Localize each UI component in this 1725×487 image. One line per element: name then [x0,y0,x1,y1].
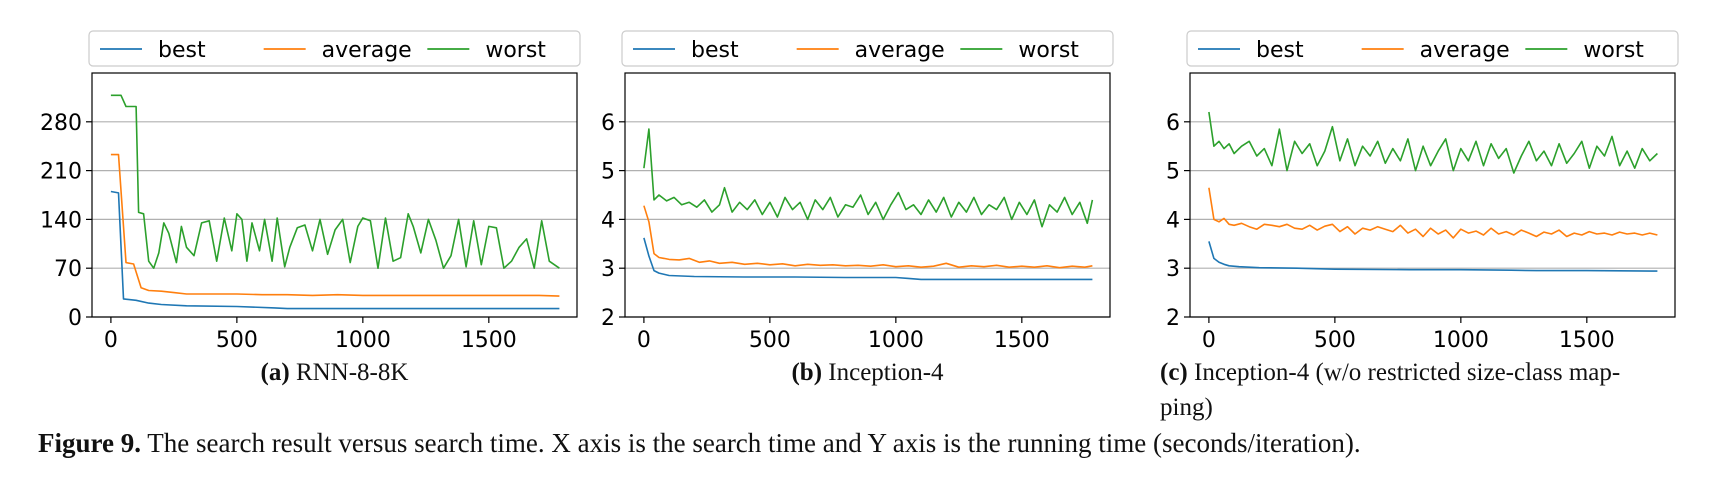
subfigure-label: (c) [1160,359,1194,386]
plot-frame [91,72,578,318]
x-tick-label: 1500 [461,328,517,353]
y-tick-label: 4 [1166,208,1180,233]
series-line-best [1208,241,1658,272]
x-tick-label: 1500 [994,328,1050,353]
y-tick-label: 140 [40,208,82,233]
subfigure-caption-text: ping) [1160,394,1213,421]
subfigure-label: (a) [261,359,296,386]
legend-label-average: average [322,38,412,63]
y-tick-label: 6 [601,111,615,136]
y-tick-label: 2 [601,306,615,331]
legend-box [621,30,1114,67]
x-tick-label: 1000 [1433,328,1489,353]
subfigure-label: (b) [791,359,828,386]
legend-label-average: average [855,38,945,63]
subfigure-caption-text: Inception-4 (w/o restricted size-class m… [1194,359,1620,386]
series-line-best [643,237,1093,281]
x-tick-label: 0 [1202,328,1216,353]
y-tick-label: 6 [1166,111,1180,136]
subfigure-caption-text: RNN-8-8K [296,359,409,386]
figure-label: Figure 9. [38,428,141,458]
legend-label-worst: worst [1583,38,1644,63]
legend: best average worst [621,30,1114,67]
y-tick-label: 5 [601,160,615,185]
y-tick-label: 3 [1166,257,1180,282]
legend-label-best: best [691,38,739,63]
legend-label-worst: worst [485,38,546,63]
chart-panel-2: 2 3 4 5 6 0 500 1000 1500 best average worst (b) Inc… [601,30,1114,386]
series-line-best [110,190,560,310]
series-line-average [1208,187,1658,239]
subfigure-caption-text: Inception-4 [828,359,944,386]
legend-label-worst: worst [1018,38,1079,63]
chart-panel-1: 0 70 140 210 280 0 500 1000 1500 best average worst… [40,30,581,386]
legend: best average worst [1186,30,1679,67]
x-tick-label: 1000 [335,328,391,353]
subfigure-caption-continued: ping) [1160,394,1213,421]
y-tick-label: 0 [68,306,82,331]
x-tick-label: 1000 [868,328,924,353]
y-tick-label: 3 [601,257,615,282]
subfigure-caption: (c) Inception-4 (w/o restricted size-cla… [1160,359,1620,386]
figure-caption-text: The search result versus search time. X … [147,428,1361,458]
x-tick-label: 0 [104,328,118,353]
y-tick-label: 4 [601,208,615,233]
x-tick-label: 1500 [1559,328,1615,353]
x-tick-label: 0 [637,328,651,353]
y-tick-label: 210 [40,160,82,185]
plot-frame [624,72,1111,318]
y-tick-label: 70 [54,257,82,282]
series-line-worst [110,94,560,270]
y-tick-label: 5 [1166,160,1180,185]
legend-box [1186,30,1679,67]
x-tick-label: 500 [749,328,791,353]
legend-label-best: best [158,38,206,63]
x-tick-label: 500 [216,328,258,353]
chart-panel-3: 2 3 4 5 6 0 500 1000 1500 best average worst (c) Inc… [1160,30,1679,421]
figure-caption: Figure 9. The search result versus searc… [38,428,1361,459]
series-line-average [643,205,1093,269]
legend-label-average: average [1420,38,1510,63]
legend: best average worst [88,30,581,67]
subfigure-caption: (a) RNN-8-8K [261,359,409,386]
y-tick-label: 280 [40,111,82,136]
subfigure-caption: (b) Inception-4 [791,359,944,386]
y-tick-label: 2 [1166,306,1180,331]
legend-label-best: best [1256,38,1304,63]
plot-frame [1189,72,1676,318]
series-line-worst [643,128,1094,228]
x-tick-label: 500 [1314,328,1356,353]
series-line-worst [1208,111,1658,174]
legend-box [88,30,581,67]
series-line-average [110,153,560,297]
